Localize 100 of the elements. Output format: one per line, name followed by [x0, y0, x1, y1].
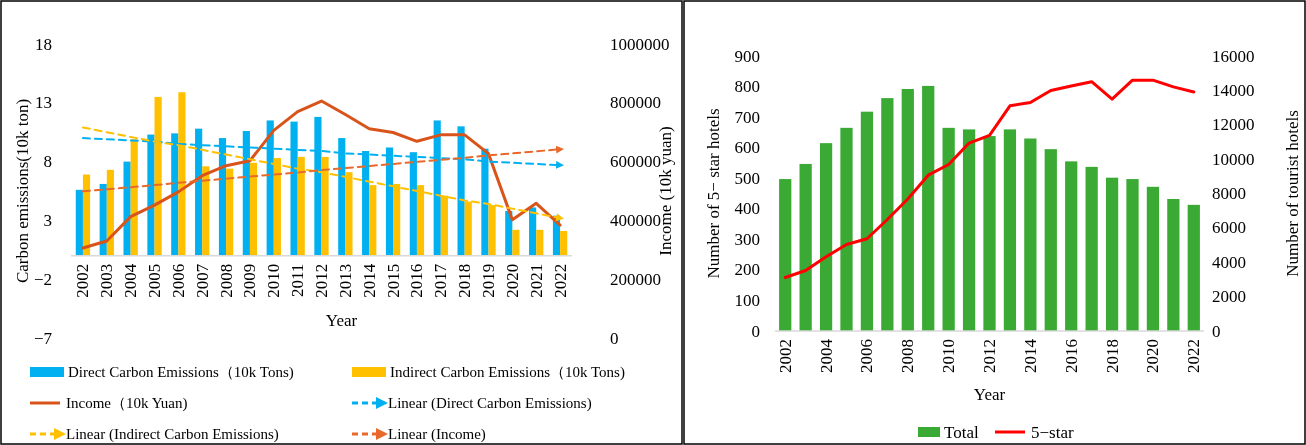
- y-tick-label: 400: [734, 199, 760, 219]
- x-tick-label: 2010: [939, 339, 959, 373]
- y-tick-label: 700: [734, 107, 760, 127]
- x-tick-label: 2016: [407, 263, 427, 298]
- legend-label: Direct Carbon Emissions（10k Tons): [68, 364, 294, 381]
- y-tick-label: −7: [33, 328, 53, 348]
- bar: [1065, 161, 1078, 331]
- x-tick-label: 2002: [775, 339, 795, 373]
- legend-label: Total: [944, 422, 979, 442]
- bar: [226, 168, 234, 256]
- x-tick-label: 2012: [312, 263, 331, 298]
- x-tick-label: 2021: [526, 263, 546, 298]
- x-tick-label: 2020: [1143, 339, 1163, 373]
- bar: [1044, 149, 1057, 331]
- bar: [512, 229, 520, 256]
- legend-label: 5−star: [1031, 422, 1074, 442]
- x-tick-label: 2006: [857, 339, 877, 373]
- x-tick-label: 2013: [335, 263, 355, 298]
- bar: [860, 111, 874, 331]
- bar: [369, 185, 377, 256]
- bar: [840, 127, 853, 331]
- y-tick-label: 500: [734, 168, 760, 188]
- x-tick-label: 2015: [383, 263, 403, 298]
- x-tick-label: 2014: [359, 263, 379, 298]
- legend-label: Linear (Direct Carbon Emissions): [388, 395, 592, 412]
- bar: [1003, 129, 1017, 331]
- bar: [249, 162, 258, 256]
- y2-axis-title: Number of tourist hotels: [1282, 110, 1302, 277]
- x-tick-label: 2011: [288, 263, 308, 298]
- bar: [1105, 177, 1119, 331]
- y-axis-title: Number of 5− star hotels: [703, 108, 723, 279]
- bar: [962, 129, 976, 331]
- y2-tick-label: 800000: [610, 93, 661, 113]
- y2-tick-label: 8000: [1212, 184, 1246, 203]
- bar: [1146, 186, 1160, 331]
- line-series: [783, 78, 1196, 280]
- y2-tick-label: 16000: [1212, 46, 1255, 66]
- legend-label: Indirect Carbon Emissions（10k Tons): [390, 364, 625, 381]
- x-tick-label: 2012: [980, 339, 999, 373]
- x-tick-label: 2017: [431, 263, 451, 298]
- x-tick-label: 2004: [816, 338, 836, 373]
- line-series: [81, 99, 562, 250]
- x-tick-label: 2014: [1020, 338, 1040, 373]
- y2-tick-label: 200000: [610, 269, 661, 289]
- x-tick-label: 2008: [216, 263, 236, 298]
- y-tick-label: 0: [751, 321, 760, 341]
- bar: [799, 163, 812, 331]
- x-tick-label: 2018: [455, 263, 475, 298]
- bar: [1187, 204, 1200, 331]
- x-tick-label: 2006: [168, 263, 188, 298]
- y-axis-title: Carbon emissions(10k ton): [12, 98, 32, 284]
- bar: [560, 230, 568, 256]
- x-tick-label: 2016: [1061, 339, 1081, 373]
- bar: [983, 136, 996, 331]
- y-tick-label: 18: [35, 34, 52, 54]
- legend-label: Linear (Income): [388, 426, 486, 443]
- y-tick-label: 13: [35, 93, 52, 113]
- y-tick-label: 200: [734, 260, 760, 280]
- x-tick-label: 2020: [502, 263, 522, 298]
- y2-tick-label: 400000: [610, 210, 661, 230]
- bar: [536, 229, 544, 256]
- y2-tick-label: 600000: [610, 152, 661, 172]
- x-tick-label: 2022: [1184, 339, 1204, 373]
- y2-tick-label: 12000: [1212, 115, 1255, 135]
- x-tick-label: 2004: [121, 263, 141, 298]
- y2-tick-label: 0: [610, 328, 619, 348]
- bar: [123, 161, 131, 256]
- y2-tick-label: 6000: [1212, 218, 1246, 238]
- bar: [106, 169, 114, 256]
- x-tick-label: 2019: [479, 263, 498, 298]
- y2-tick-label: 10000: [1212, 149, 1255, 169]
- y2-tick-label: 1000000: [610, 34, 670, 54]
- y-tick-label: −2: [33, 269, 52, 289]
- x-axis-title: Year: [973, 385, 1006, 404]
- bar: [75, 189, 83, 256]
- x-tick-label: 2008: [898, 339, 918, 373]
- bar: [881, 98, 894, 331]
- y-tick-label: 900: [734, 46, 760, 66]
- bar: [779, 179, 792, 331]
- y-tick-label: 100: [734, 290, 760, 310]
- y-tick-label: 300: [734, 229, 760, 249]
- legend-label: Income（10k Yuan): [66, 395, 188, 412]
- x-tick-label: 2007: [192, 263, 212, 298]
- x-tick-label: 2022: [550, 263, 570, 298]
- bar: [202, 166, 210, 256]
- x-tick-label: 2005: [145, 263, 164, 298]
- bar: [819, 143, 833, 331]
- bar: [1085, 166, 1098, 331]
- bar: [922, 85, 935, 331]
- bar: [1126, 179, 1139, 331]
- x-tick-label: 2003: [97, 263, 117, 298]
- y-tick-label: 800: [734, 77, 760, 97]
- y2-tick-label: 14000: [1212, 80, 1255, 100]
- x-tick-label: 2002: [73, 263, 93, 298]
- y2-tick-label: 4000: [1212, 252, 1246, 272]
- x-tick-label: 2018: [1102, 339, 1122, 373]
- bar: [942, 127, 955, 331]
- bar: [82, 174, 91, 256]
- y2-tick-label: 0: [1212, 321, 1221, 341]
- x-axis-title: Year: [325, 311, 358, 330]
